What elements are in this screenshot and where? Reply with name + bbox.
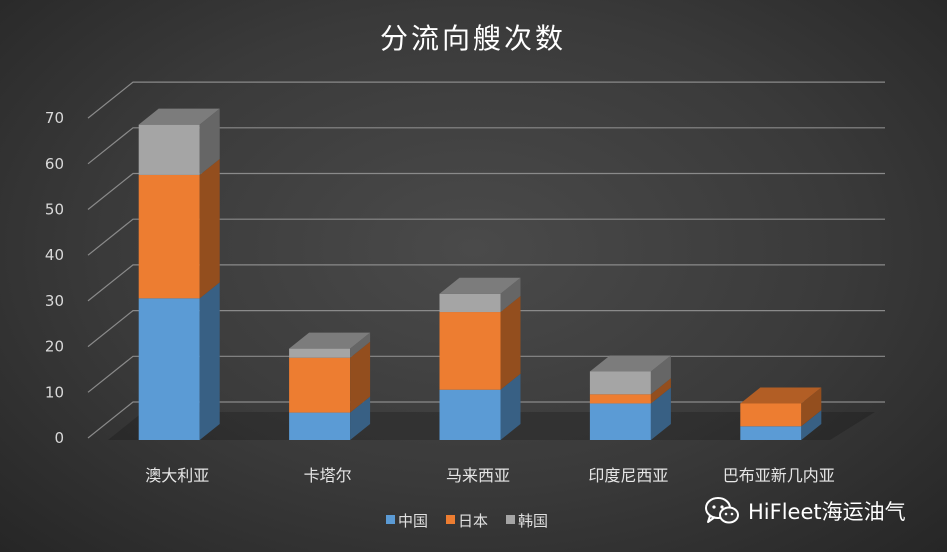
- bar-side: [801, 410, 822, 440]
- bar-side: [500, 277, 521, 313]
- bar-segment: [439, 277, 521, 313]
- bar-side: [500, 296, 521, 390]
- watermark-text: HiFleet海运油气: [748, 500, 906, 524]
- bar-segment: [138, 108, 220, 175]
- bar-stack: [740, 387, 822, 440]
- legend: 中国 日本 韩国: [386, 512, 548, 530]
- gridline: [87, 218, 885, 256]
- bar-stack: [589, 355, 671, 440]
- bar-stack: [138, 108, 220, 440]
- bar-front: [289, 348, 351, 358]
- legend-item: 日本: [446, 512, 488, 530]
- bar-segment: [439, 373, 521, 440]
- bar-side: [199, 158, 220, 299]
- bar-front: [289, 412, 351, 440]
- bar-front: [589, 394, 651, 404]
- bar-segment: [589, 387, 671, 440]
- bar-side: [500, 373, 521, 440]
- bar-front: [589, 403, 651, 440]
- gridline: [87, 264, 885, 302]
- y-tick-label: 50: [45, 201, 64, 219]
- y-tick-label: 10: [45, 383, 64, 401]
- gridlines: [87, 81, 885, 439]
- x-tick-label: 印度尼西亚: [588, 466, 668, 485]
- bar-front: [439, 312, 501, 390]
- bar-side: [350, 332, 371, 358]
- bar-segment: [289, 396, 371, 440]
- y-tick-label: 70: [45, 109, 64, 127]
- bar-front: [439, 293, 501, 313]
- bar-front: [138, 174, 200, 299]
- bar-segment: [289, 341, 371, 413]
- legend-item: 中国: [386, 512, 428, 530]
- bar-front: [138, 298, 200, 440]
- bar-front: [589, 371, 651, 395]
- bar-side: [350, 396, 371, 440]
- bar-side: [199, 282, 220, 440]
- y-tick-label: 30: [45, 292, 64, 310]
- x-axis: 澳大利亚 卡塔尔 马来西亚 印度尼西亚 巴布亚新几内亚: [145, 466, 835, 485]
- bar-front: [439, 389, 501, 440]
- bar-segment: [138, 282, 220, 440]
- y-tick-label: 60: [45, 155, 64, 173]
- bar-top: [138, 108, 220, 125]
- bar-top: [589, 355, 671, 372]
- bar-stack: [439, 277, 521, 440]
- bar-segment: [589, 378, 671, 404]
- bar-segment: [439, 296, 521, 390]
- bar-side: [350, 341, 371, 413]
- bar-stack: [289, 332, 371, 440]
- bar-segment: [740, 410, 822, 440]
- x-tick-label: 澳大利亚: [145, 466, 209, 485]
- bar-segment: [740, 387, 822, 427]
- y-tick-label: 40: [45, 246, 64, 264]
- bar-side: [199, 108, 220, 175]
- bar-side: [650, 378, 671, 404]
- gridline: [87, 310, 885, 348]
- legend-label: 日本: [458, 512, 488, 530]
- bar-side: [650, 355, 671, 395]
- bar-front: [289, 357, 351, 413]
- bar-side: [650, 387, 671, 440]
- legend-swatch: [446, 515, 455, 524]
- bars: [138, 108, 822, 440]
- bar-front: [740, 403, 802, 427]
- y-tick-label: 20: [45, 338, 64, 356]
- legend-item: 韩国: [506, 512, 548, 530]
- bar-front: [138, 124, 200, 175]
- gridline: [87, 172, 885, 210]
- y-tick-label: 0: [54, 429, 64, 447]
- x-tick-label: 巴布亚新几内亚: [723, 466, 835, 485]
- bar-top: [740, 387, 822, 404]
- bar-side: [801, 387, 822, 427]
- x-tick-label: 马来西亚: [446, 466, 510, 485]
- bar-segment: [289, 332, 371, 358]
- bar-segment: [138, 158, 220, 299]
- legend-label: 韩国: [518, 512, 548, 530]
- bar-top: [439, 277, 521, 294]
- gridline: [87, 81, 885, 119]
- wechat-icon: [705, 497, 739, 524]
- y-axis: 0 10 20 30 40 50 60 70: [45, 109, 64, 447]
- legend-swatch: [386, 515, 395, 524]
- chart-title: 分流向艘次数: [380, 22, 566, 55]
- x-tick-label: 卡塔尔: [304, 466, 352, 485]
- gridline: [87, 127, 885, 165]
- bar-front: [740, 426, 802, 440]
- legend-label: 中国: [398, 512, 428, 530]
- bar-segment: [589, 355, 671, 395]
- watermark: HiFleet海运油气: [704, 496, 906, 526]
- bar-top: [289, 332, 371, 349]
- legend-swatch: [506, 515, 515, 524]
